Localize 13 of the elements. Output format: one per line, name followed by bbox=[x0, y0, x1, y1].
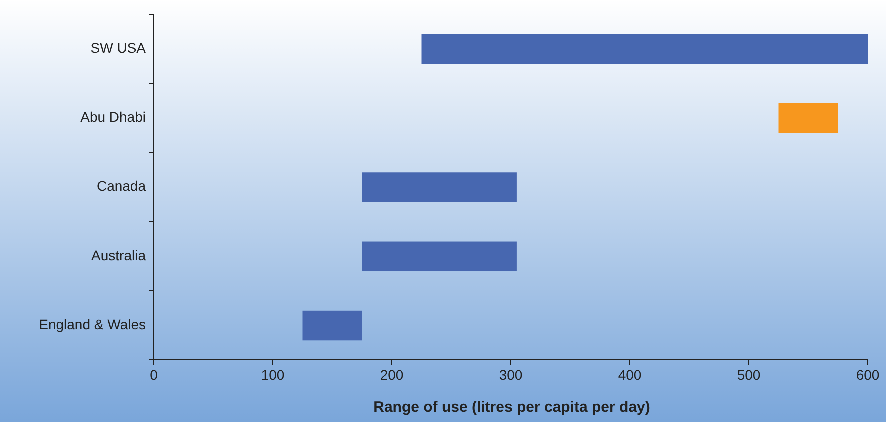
x-tick-label: 200 bbox=[380, 367, 404, 383]
y-tick-label: SW USA bbox=[90, 40, 147, 56]
y-tick-label: Abu Dhabi bbox=[80, 109, 146, 126]
x-tick-label: 500 bbox=[737, 367, 761, 383]
x-tick-label: 400 bbox=[618, 367, 642, 383]
x-tick-label: 300 bbox=[499, 367, 523, 383]
x-tick-label: 600 bbox=[856, 367, 880, 383]
x-axis-title: Range of use (litres per capita per day) bbox=[374, 399, 650, 416]
x-tick-label: 0 bbox=[150, 367, 158, 383]
y-tick-label: Australia bbox=[92, 247, 146, 264]
y-tick-label: Canada bbox=[96, 178, 146, 194]
y-tick-label: England & Wales bbox=[39, 316, 146, 332]
x-tick-label: 100 bbox=[261, 367, 285, 383]
